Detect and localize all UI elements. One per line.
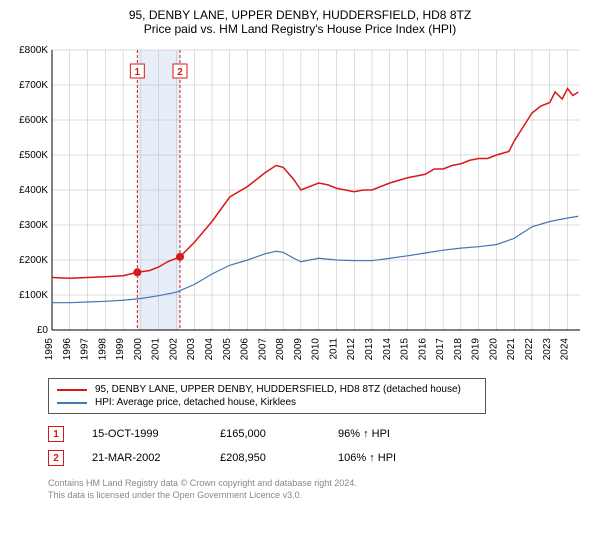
svg-text:2: 2: [177, 67, 183, 78]
svg-text:2003: 2003: [186, 338, 197, 361]
svg-text:2022: 2022: [524, 338, 535, 361]
transaction-price: £208,950: [220, 452, 310, 464]
svg-text:2004: 2004: [204, 338, 215, 361]
svg-text:£0: £0: [37, 325, 49, 336]
footer-attribution: Contains HM Land Registry data © Crown c…: [48, 478, 588, 501]
svg-text:2005: 2005: [222, 338, 233, 361]
svg-text:2023: 2023: [542, 338, 553, 361]
svg-text:2010: 2010: [311, 338, 322, 361]
transaction-pct: 96% ↑ HPI: [338, 428, 390, 440]
transaction-pct: 106% ↑ HPI: [338, 452, 396, 464]
svg-text:2018: 2018: [453, 338, 464, 361]
svg-text:2006: 2006: [240, 338, 251, 361]
svg-text:2013: 2013: [364, 338, 375, 361]
transaction-row: 2 21-MAR-2002 £208,950 106% ↑ HPI: [48, 446, 588, 470]
svg-text:2007: 2007: [257, 338, 268, 361]
chart-container: 95, DENBY LANE, UPPER DENBY, HUDDERSFIEL…: [0, 0, 600, 560]
legend-box: 95, DENBY LANE, UPPER DENBY, HUDDERSFIEL…: [48, 378, 486, 414]
svg-text:2014: 2014: [382, 338, 393, 361]
legend-label: 95, DENBY LANE, UPPER DENBY, HUDDERSFIEL…: [95, 384, 461, 395]
line-chart-svg: £0 £100K £200K £300K £400K £500K £600K £700K £80…: [12, 42, 588, 372]
svg-text:£200K: £200K: [19, 255, 48, 266]
transaction-badge: 2: [48, 450, 64, 466]
svg-text:£100K: £100K: [19, 290, 48, 301]
legend-label: HPI: Average price, detached house, Kirk…: [95, 397, 296, 408]
svg-text:2008: 2008: [275, 338, 286, 361]
svg-text:2015: 2015: [400, 338, 411, 361]
svg-text:£600K: £600K: [19, 115, 48, 126]
transaction-price: £165,000: [220, 428, 310, 440]
svg-text:2009: 2009: [293, 338, 304, 361]
transaction-date: 21-MAR-2002: [92, 452, 192, 464]
svg-text:1997: 1997: [80, 338, 91, 361]
legend-swatch: [57, 389, 87, 391]
legend-item: HPI: Average price, detached house, Kirk…: [57, 396, 477, 409]
svg-text:2017: 2017: [435, 338, 446, 361]
chart-area: £0 £100K £200K £300K £400K £500K £600K £700K £80…: [12, 42, 588, 372]
legend-item: 95, DENBY LANE, UPPER DENBY, HUDDERSFIEL…: [57, 383, 477, 396]
svg-text:2024: 2024: [560, 338, 571, 361]
svg-text:2012: 2012: [346, 338, 357, 361]
footer-line2: This data is licensed under the Open Gov…: [48, 490, 588, 502]
svg-text:1995: 1995: [44, 338, 55, 361]
svg-text:2016: 2016: [417, 338, 428, 361]
svg-text:2000: 2000: [133, 338, 144, 361]
svg-text:2019: 2019: [471, 338, 482, 361]
svg-text:2020: 2020: [488, 338, 499, 361]
svg-text:£300K: £300K: [19, 220, 48, 231]
transaction-date: 15-OCT-1999: [92, 428, 192, 440]
svg-text:2001: 2001: [151, 338, 162, 361]
svg-text:2002: 2002: [168, 338, 179, 361]
svg-text:1: 1: [135, 67, 141, 78]
legend-swatch: [57, 402, 87, 404]
title-address: 95, DENBY LANE, UPPER DENBY, HUDDERSFIEL…: [12, 8, 588, 22]
svg-text:1996: 1996: [62, 338, 73, 361]
transaction-row: 1 15-OCT-1999 £165,000 96% ↑ HPI: [48, 422, 588, 446]
transaction-badge: 1: [48, 426, 64, 442]
title-subtitle: Price paid vs. HM Land Registry's House …: [12, 22, 588, 36]
svg-text:£500K: £500K: [19, 150, 48, 161]
svg-text:2011: 2011: [328, 338, 339, 360]
transactions-list: 1 15-OCT-1999 £165,000 96% ↑ HPI 2 21-MAR-200…: [48, 422, 588, 470]
footer-line1: Contains HM Land Registry data © Crown c…: [48, 478, 588, 490]
svg-text:1999: 1999: [115, 338, 126, 361]
svg-text:£800K: £800K: [19, 45, 48, 56]
svg-text:2021: 2021: [506, 338, 517, 361]
svg-text:£400K: £400K: [19, 185, 48, 196]
svg-text:£700K: £700K: [19, 80, 48, 91]
svg-text:1998: 1998: [97, 338, 108, 361]
